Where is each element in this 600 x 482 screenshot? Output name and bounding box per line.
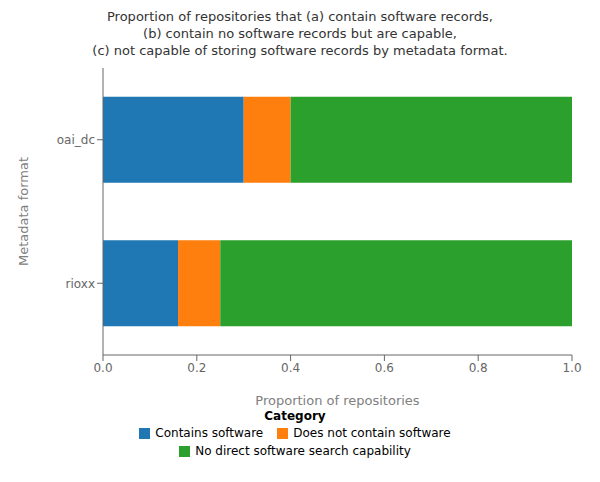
html-text:Does not contain software: Does not contain software [293, 426, 451, 440]
svg-text:0.0: 0.0 [93, 361, 112, 375]
svg-text:oai_dc: oai_dc [57, 133, 95, 147]
html-text:Proportion of repositories tha: Proportion of repositories that (a) cont… [107, 9, 493, 24]
svg-text:0.4: 0.4 [281, 361, 300, 375]
svg-text:0.8: 0.8 [469, 361, 488, 375]
svg-text:0.2: 0.2 [187, 361, 206, 375]
svg-text:Proportion of repositories: Proportion of repositories [255, 393, 420, 408]
svg-text:0.6: 0.6 [375, 361, 394, 375]
html-text:Contains software: Contains software [155, 426, 264, 440]
html-text:Category: Category [264, 409, 326, 423]
html-text:No direct software search capa: No direct software search capability [195, 444, 411, 458]
svg-text:Metadata format: Metadata format [16, 157, 31, 266]
svg-text:1.0: 1.0 [562, 361, 581, 375]
html-text:(b) contain no software record: (b) contain no software records but are … [143, 26, 457, 41]
html-text:(c) not capable of storing sof: (c) not capable of storing software reco… [92, 43, 508, 58]
svg-text:rioxx: rioxx [66, 277, 95, 291]
